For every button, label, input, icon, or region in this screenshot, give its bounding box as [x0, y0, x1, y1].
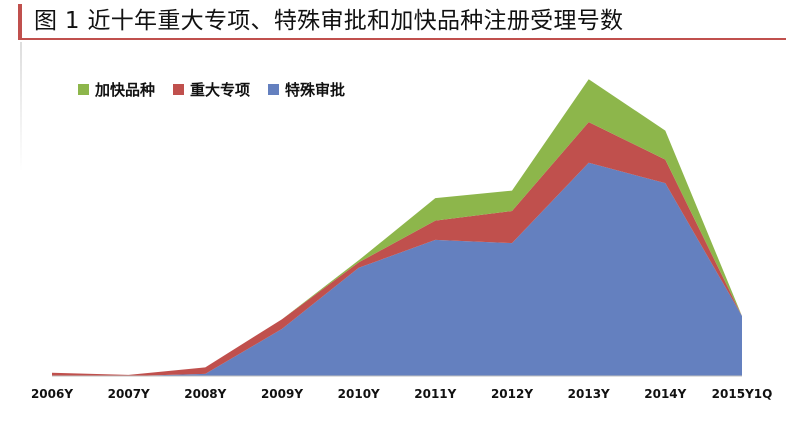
x-tick-label: 2010Y	[338, 387, 380, 401]
x-tick-label: 2007Y	[108, 387, 150, 401]
legend-label-2: 特殊审批	[285, 80, 346, 99]
legend-label-1: 重大专项	[190, 80, 251, 99]
legend-label-0: 加快品种	[95, 80, 156, 99]
legend-swatch-1	[173, 83, 185, 95]
x-tick-label: 2009Y	[261, 387, 303, 401]
legend-swatch-2	[268, 83, 280, 95]
legend-item-0: 加快品种	[78, 79, 155, 100]
chart-title-bar: 图 1 近十年重大专项、特殊审批和加快品种注册受理号数	[18, 4, 786, 40]
chart-frame-edge	[20, 42, 22, 172]
x-tick-label: 2013Y	[568, 387, 610, 401]
legend-item-2: 特殊审批	[268, 79, 345, 100]
legend-item-1: 重大专项	[173, 79, 250, 100]
x-tick-label: 2006Y	[31, 387, 73, 401]
x-tick-label: 2015Y1Q	[712, 387, 773, 401]
legend: 加快品种 重大专项 特殊审批	[78, 78, 345, 100]
x-tick-label: 2011Y	[414, 387, 456, 401]
chart-title: 图 1 近十年重大专项、特殊审批和加快品种注册受理号数	[34, 8, 624, 34]
area-series-0	[52, 162, 742, 376]
area-series-1	[52, 122, 742, 376]
legend-swatch-0	[78, 83, 89, 95]
x-tick-label: 2008Y	[184, 387, 226, 401]
x-tick-label: 2014Y	[644, 387, 686, 401]
x-tick-label: 2012Y	[491, 387, 533, 401]
